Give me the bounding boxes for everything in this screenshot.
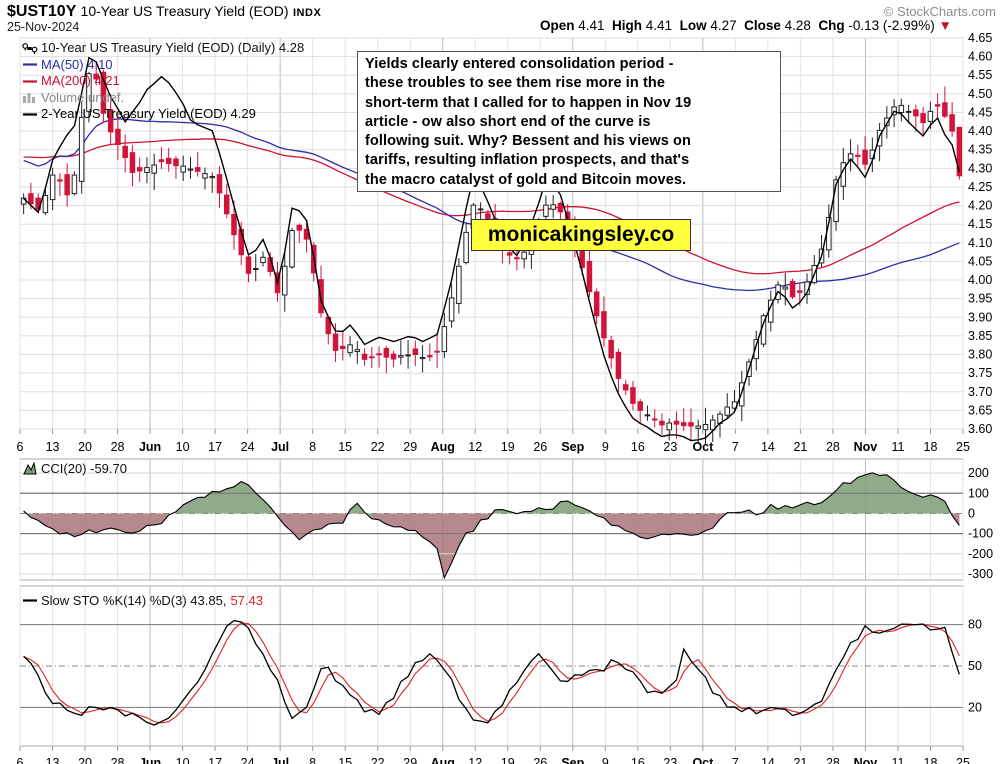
svg-text:24: 24 (241, 440, 255, 454)
svg-text:3.90: 3.90 (968, 310, 992, 324)
svg-text:20: 20 (968, 700, 982, 714)
svg-text:4.05: 4.05 (968, 254, 992, 268)
svg-text:29: 29 (403, 756, 417, 764)
svg-text:Nov: Nov (854, 756, 878, 764)
svg-text:28: 28 (826, 440, 840, 454)
svg-text:4.25: 4.25 (968, 180, 992, 194)
svg-text:Sep: Sep (561, 756, 584, 764)
svg-text:19: 19 (501, 756, 515, 764)
svg-text:12: 12 (468, 756, 482, 764)
svg-text:21: 21 (793, 756, 807, 764)
svg-text:4.30: 4.30 (968, 161, 992, 175)
svg-text:18: 18 (924, 756, 938, 764)
svg-text:12: 12 (468, 440, 482, 454)
svg-text:14: 14 (761, 440, 775, 454)
svg-text:3.95: 3.95 (968, 292, 992, 306)
svg-text:11: 11 (891, 756, 904, 764)
svg-text:4.00: 4.00 (968, 273, 992, 287)
svg-text:4.60: 4.60 (968, 50, 992, 64)
svg-text:Oct: Oct (692, 756, 714, 764)
svg-text:50: 50 (968, 659, 982, 673)
svg-text:28: 28 (111, 756, 125, 764)
svg-text:15: 15 (338, 756, 352, 764)
svg-text:7: 7 (732, 440, 739, 454)
svg-text:15: 15 (338, 440, 352, 454)
svg-text:17: 17 (208, 756, 222, 764)
svg-text:22: 22 (371, 756, 385, 764)
svg-text:14: 14 (761, 756, 775, 764)
svg-text:8: 8 (309, 756, 316, 764)
svg-text:Aug: Aug (431, 756, 455, 764)
svg-text:4.35: 4.35 (968, 143, 992, 157)
svg-text:Jun: Jun (139, 756, 161, 764)
svg-text:19: 19 (501, 440, 515, 454)
svg-text:Nov: Nov (854, 440, 878, 454)
svg-text:28: 28 (111, 440, 125, 454)
svg-text:Jul: Jul (271, 756, 289, 764)
svg-text:26: 26 (533, 756, 547, 764)
svg-text:28: 28 (826, 756, 840, 764)
svg-text:3.80: 3.80 (968, 348, 992, 362)
svg-text:4.65: 4.65 (968, 31, 992, 45)
svg-text:23: 23 (663, 440, 677, 454)
svg-text:20: 20 (78, 440, 92, 454)
svg-text:4.40: 4.40 (968, 124, 992, 138)
svg-text:16: 16 (631, 756, 645, 764)
svg-text:23: 23 (663, 756, 677, 764)
svg-text:4.10: 4.10 (968, 236, 992, 250)
svg-text:4.20: 4.20 (968, 199, 992, 213)
svg-text:-300: -300 (968, 567, 993, 581)
svg-text:0: 0 (968, 506, 975, 520)
svg-text:7: 7 (732, 756, 739, 764)
svg-text:29: 29 (403, 440, 417, 454)
svg-text:18: 18 (924, 440, 938, 454)
svg-text:10: 10 (176, 440, 190, 454)
svg-text:21: 21 (793, 440, 807, 454)
svg-text:Sep: Sep (561, 440, 584, 454)
svg-text:6: 6 (17, 756, 24, 764)
svg-text:22: 22 (371, 440, 385, 454)
svg-text:80: 80 (968, 618, 982, 632)
svg-text:25: 25 (956, 756, 970, 764)
svg-text:Aug: Aug (431, 440, 455, 454)
svg-text:3.75: 3.75 (968, 366, 992, 380)
svg-text:3.60: 3.60 (968, 422, 992, 436)
svg-text:25: 25 (956, 440, 970, 454)
svg-text:-200: -200 (968, 547, 993, 561)
svg-text:3.70: 3.70 (968, 385, 992, 399)
svg-text:Jun: Jun (139, 440, 161, 454)
svg-text:10: 10 (176, 756, 190, 764)
svg-text:9: 9 (602, 440, 609, 454)
svg-text:4.15: 4.15 (968, 217, 992, 231)
svg-text:200: 200 (968, 466, 989, 480)
svg-text:8: 8 (309, 440, 316, 454)
svg-text:24: 24 (241, 756, 255, 764)
svg-text:13: 13 (46, 756, 60, 764)
svg-text:4.50: 4.50 (968, 87, 992, 101)
svg-text:3.85: 3.85 (968, 329, 992, 343)
svg-text:Oct: Oct (692, 440, 714, 454)
svg-text:6: 6 (17, 440, 24, 454)
svg-text:9: 9 (602, 756, 609, 764)
svg-text:26: 26 (533, 440, 547, 454)
svg-text:13: 13 (46, 440, 60, 454)
svg-text:4.45: 4.45 (968, 105, 992, 119)
svg-text:3.65: 3.65 (968, 403, 992, 417)
svg-text:16: 16 (631, 440, 645, 454)
svg-text:4.55: 4.55 (968, 68, 992, 82)
svg-text:11: 11 (891, 440, 904, 454)
svg-text:20: 20 (78, 756, 92, 764)
svg-text:100: 100 (968, 486, 989, 500)
svg-text:-100: -100 (968, 527, 993, 541)
svg-text:17: 17 (208, 440, 222, 454)
svg-text:Jul: Jul (271, 440, 289, 454)
